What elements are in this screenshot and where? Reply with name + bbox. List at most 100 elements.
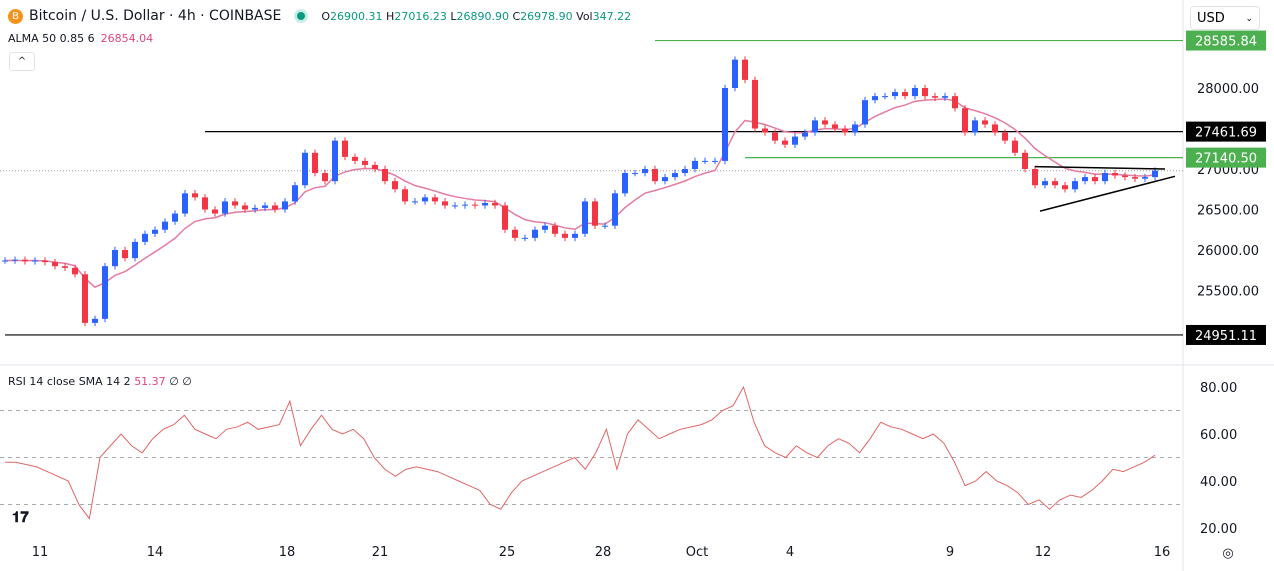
level-price-badge [1186,324,1266,345]
candle-body [122,250,128,259]
candle-body [962,108,968,133]
candle-body [112,250,118,267]
symbol-title[interactable]: Bitcoin / U.S. Dollar · 4h · COINBASE [29,8,282,24]
candle-body [42,260,48,263]
rsi-legend[interactable]: RSI 14 close SMA 14 2 51.37 ∅ ∅ [8,375,192,388]
candle-body [802,132,808,137]
candle-body [762,128,768,133]
candle-body [32,260,38,262]
triangle-trendline [1034,165,1166,170]
candle-body [182,193,188,214]
level-price-label: 28585.84 [1195,35,1257,50]
market-status-icon [297,12,306,20]
date-tick-label: 4 [786,545,794,560]
tradingview-logo: 𝟏𝟕 [12,508,29,526]
candle-body [1132,177,1138,179]
candle-body [502,205,508,230]
candle-body [282,201,288,210]
candle-body [1012,140,1018,153]
candle-body [622,173,628,194]
candle-body [232,201,238,206]
candle-body [292,185,298,202]
candle-body [842,128,848,133]
level-price-badge [1186,121,1266,142]
candle-body [732,59,738,88]
candle-body [402,189,408,202]
price-tick-label: 26000.00 [1197,244,1259,259]
candle-body [372,164,378,169]
candle-body [542,225,548,230]
candle-body [452,205,458,207]
candle-body [1062,185,1068,190]
candle-body [922,88,928,97]
candle-body [442,201,448,206]
candle-body [102,266,108,319]
candle-body [972,120,978,133]
candle-body [982,120,988,125]
candle-body [662,177,668,182]
candle-body [472,204,478,206]
candle-body [832,124,838,129]
candle-body [572,233,578,238]
candle-body [462,204,468,206]
candle-body [1052,181,1058,186]
candle-body [592,201,598,226]
candle-body [672,173,678,178]
candle-body [812,120,818,133]
date-tick-label: 21 [372,545,389,560]
candle-body [382,169,388,182]
currency-select[interactable]: USD ⌄ [1190,6,1260,30]
candle-body [522,237,528,239]
bitcoin-icon: B [8,8,23,24]
date-tick-label: 12 [1035,545,1052,560]
candle-body [562,233,568,238]
candle-body [822,120,828,125]
collapse-legend-button[interactable]: ^ [9,52,35,71]
candle-body [1072,181,1078,190]
price-tick-label: 25500.00 [1197,285,1259,300]
candle-body [362,160,368,165]
candle-body [872,96,878,101]
candle-body [532,229,538,238]
candle-body [722,88,728,161]
rsi-tick-label: 60.00 [1200,428,1237,443]
rsi-line [5,385,1156,520]
candle-body [152,229,158,234]
candle-body [692,160,698,169]
candle-body [82,274,88,323]
level-price-badge [1186,30,1266,51]
date-tick-label: 16 [1154,545,1171,560]
candle-body [192,193,198,198]
candle-body [412,201,418,203]
candle-body [642,169,648,174]
candle-body [72,267,78,275]
candle-body [1082,177,1088,182]
rsi-tick-label: 40.00 [1200,475,1237,490]
candle-body [772,132,778,141]
candle-body [202,197,208,210]
settings-icon[interactable]: ◎ [1222,546,1233,561]
candle-body [1002,132,1008,141]
candle-body [142,233,148,242]
alma-legend[interactable]: ALMA 50 0.85 6 26854.04 [8,32,154,45]
candle-body [512,229,518,238]
candle-body [22,259,28,262]
price-tick-label: 28000.00 [1197,82,1259,97]
candle-body [792,136,798,145]
candle-body [312,152,318,174]
candle-body [1152,170,1158,178]
candle-body [852,124,858,133]
candle-body [62,266,68,268]
candle-body [12,259,18,261]
candle-body [52,262,58,267]
candle-body [422,197,428,202]
rsi-tick-label: 20.00 [1200,522,1237,537]
candle-body [322,173,328,182]
date-tick-label: 18 [279,545,296,560]
candle-body [742,59,748,80]
candle-body [222,201,228,214]
candle-body [1022,152,1028,169]
candle-body [272,205,278,210]
